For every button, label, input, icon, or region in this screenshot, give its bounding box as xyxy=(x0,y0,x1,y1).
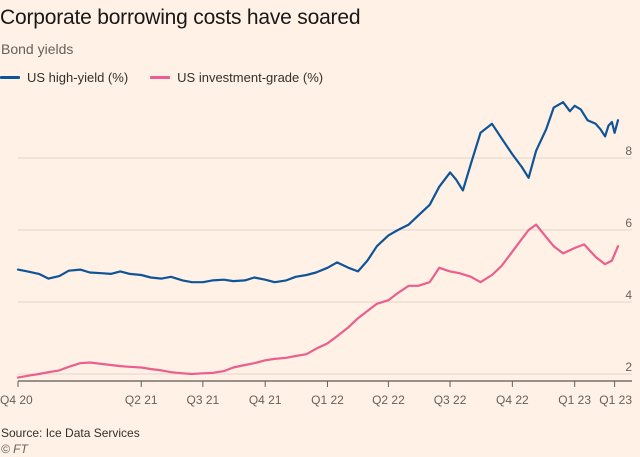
x-tick-label-3: Q4 21 xyxy=(249,393,282,407)
x-tick-label-1: Q2 21 xyxy=(125,393,158,407)
series-line-investment-grade xyxy=(16,223,620,379)
x-tick-label-4: Q1 22 xyxy=(311,393,344,407)
x-tick-label-5: Q2 22 xyxy=(372,393,405,407)
x-tick-label-2: Q3 21 xyxy=(187,393,220,407)
legend: US high-yield (%) US investment-grade (%… xyxy=(0,70,345,85)
y-tick-label-4: 4 xyxy=(625,288,632,302)
series-line-high-yield xyxy=(16,101,620,284)
legend-label-investment-grade: US investment-grade (%) xyxy=(177,70,324,85)
legend-swatch-investment-grade xyxy=(150,76,171,79)
chart-title: Corporate borrowing costs have soared xyxy=(0,6,361,29)
y-tick-label-2: 2 xyxy=(625,360,632,374)
legend-label-high-yield: US high-yield (%) xyxy=(27,70,129,85)
x-tick-label-8: Q1 23 xyxy=(558,393,591,407)
legend-item-high-yield: US high-yield (%) xyxy=(0,70,128,85)
y-tick-label-8: 8 xyxy=(625,144,632,158)
x-tick-label-7: Q4 22 xyxy=(496,393,529,407)
legend-swatch-high-yield xyxy=(0,76,20,79)
x-tick-label-0: Q4 20 xyxy=(0,393,33,407)
x-tick-label-9: Q1 23 xyxy=(599,393,632,407)
ft-credit: © FT xyxy=(1,442,28,456)
y-tick-label-6: 6 xyxy=(625,216,632,230)
source-note: Source: Ice Data Services xyxy=(1,426,140,440)
chart-subtitle: Bond yields xyxy=(1,41,74,57)
x-tick-label-6: Q3 22 xyxy=(434,393,467,407)
legend-item-investment-grade: US investment-grade (%) xyxy=(150,70,323,85)
